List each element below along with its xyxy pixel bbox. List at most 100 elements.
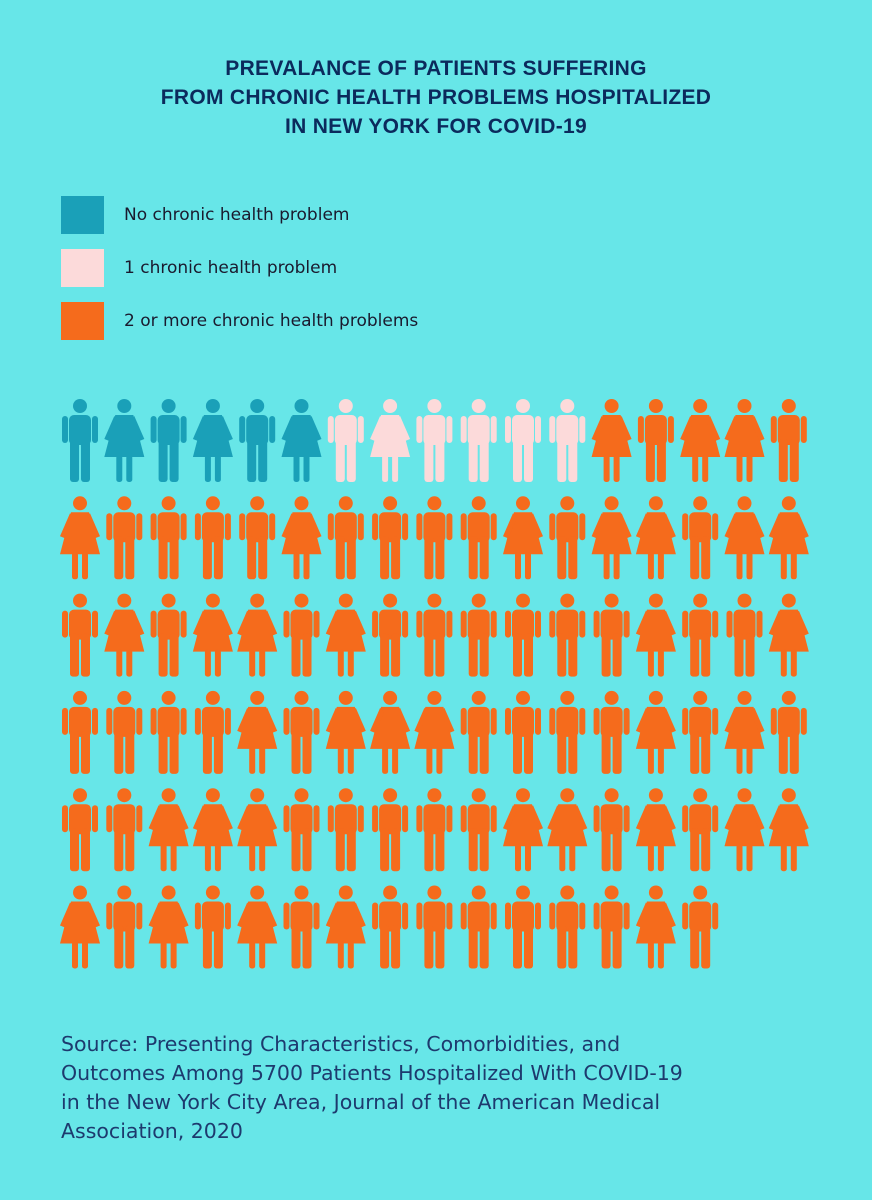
person-female-icon xyxy=(724,690,765,774)
person-male-icon xyxy=(150,399,187,482)
legend-item-none: No chronic health problem xyxy=(61,196,418,234)
person-male-icon xyxy=(726,593,763,677)
person-male-icon xyxy=(505,690,541,774)
person-male-icon xyxy=(239,496,276,580)
person-female-icon xyxy=(768,496,809,580)
person-male-icon xyxy=(194,496,231,580)
source-line-2: Outcomes Among 5700 Patients Hospitalize… xyxy=(61,1061,683,1085)
person-female-icon xyxy=(591,496,632,580)
chart-title: PREVALANCE OF PATIENTS SUFFERING FROM CH… xyxy=(0,54,872,141)
source-note: Source: Presenting Characteristics, Como… xyxy=(61,1030,801,1146)
person-male-icon xyxy=(682,690,719,774)
person-male-icon xyxy=(283,788,320,872)
person-male-icon xyxy=(150,496,187,580)
person-female-icon xyxy=(370,399,411,482)
person-female-icon xyxy=(635,496,676,580)
chart-title-line-1: PREVALANCE OF PATIENTS SUFFERING xyxy=(225,57,647,80)
legend-label-one: 1 chronic health problem xyxy=(124,258,338,278)
person-female-icon xyxy=(414,690,455,774)
person-male-icon xyxy=(106,496,143,580)
person-female-icon xyxy=(192,399,233,482)
person-female-icon xyxy=(724,399,765,482)
legend-swatch-none xyxy=(61,196,104,234)
person-male-icon xyxy=(327,788,364,872)
person-male-icon xyxy=(770,399,807,482)
person-male-icon xyxy=(460,399,497,482)
person-male-icon xyxy=(150,593,187,677)
person-female-icon xyxy=(768,593,809,677)
person-male-icon xyxy=(593,690,630,774)
person-female-icon xyxy=(370,690,411,774)
person-female-icon xyxy=(237,788,278,872)
person-male-icon xyxy=(62,788,98,872)
person-female-icon xyxy=(724,496,765,580)
person-male-icon xyxy=(372,593,409,677)
person-female-icon xyxy=(635,788,676,872)
person-female-icon xyxy=(635,593,676,677)
person-female-icon xyxy=(60,885,100,969)
legend-label-two-plus: 2 or more chronic health problems xyxy=(124,311,419,331)
person-male-icon xyxy=(416,885,453,969)
person-male-icon xyxy=(460,496,497,580)
person-male-icon xyxy=(593,593,630,677)
person-male-icon xyxy=(194,885,231,969)
source-line-4: Association, 2020 xyxy=(61,1119,243,1143)
person-male-icon xyxy=(682,496,719,580)
person-female-icon xyxy=(60,496,100,580)
person-male-icon xyxy=(283,690,320,774)
source-line-1: Source: Presenting Characteristics, Como… xyxy=(61,1032,621,1056)
person-male-icon xyxy=(327,399,364,482)
person-male-icon xyxy=(106,885,143,969)
legend-swatch-two-plus xyxy=(61,302,104,340)
person-female-icon xyxy=(104,399,145,482)
person-female-icon xyxy=(281,496,322,580)
person-female-icon xyxy=(591,399,632,482)
person-male-icon xyxy=(682,788,719,872)
person-male-icon xyxy=(283,593,320,677)
legend-item-two-plus: 2 or more chronic health problems xyxy=(61,302,418,340)
person-female-icon xyxy=(325,690,366,774)
legend: No chronic health problem 1 chronic heal… xyxy=(61,196,418,355)
person-female-icon xyxy=(635,885,676,969)
person-female-icon xyxy=(325,885,366,969)
person-male-icon xyxy=(505,593,541,677)
person-male-icon xyxy=(549,885,586,969)
person-female-icon xyxy=(503,496,543,580)
person-female-icon xyxy=(237,593,278,677)
person-male-icon xyxy=(549,690,586,774)
person-male-icon xyxy=(239,399,276,482)
person-female-icon xyxy=(148,885,189,969)
chart-title-line-2: FROM CHRONIC HEALTH PROBLEMS HOSPITALIZE… xyxy=(160,86,712,109)
person-male-icon xyxy=(549,399,586,482)
person-male-icon xyxy=(62,399,98,482)
person-male-icon xyxy=(62,690,98,774)
person-female-icon xyxy=(237,885,278,969)
person-male-icon xyxy=(770,690,807,774)
person-male-icon xyxy=(505,399,541,482)
legend-label-none: No chronic health problem xyxy=(124,205,350,225)
person-female-icon xyxy=(680,399,721,482)
person-female-icon xyxy=(635,690,676,774)
person-male-icon xyxy=(593,788,630,872)
person-male-icon xyxy=(682,885,719,969)
legend-swatch-one xyxy=(61,249,104,287)
person-male-icon xyxy=(416,496,453,580)
person-male-icon xyxy=(460,885,497,969)
person-female-icon xyxy=(547,788,588,872)
person-male-icon xyxy=(549,496,586,580)
person-male-icon xyxy=(372,885,409,969)
person-male-icon xyxy=(106,690,143,774)
person-male-icon xyxy=(283,885,320,969)
person-male-icon xyxy=(372,496,409,580)
chart-title-line-3: IN NEW YORK FOR COVID-19 xyxy=(284,115,587,138)
person-male-icon xyxy=(150,690,187,774)
person-male-icon xyxy=(593,885,630,969)
person-male-icon xyxy=(106,788,143,872)
person-male-icon xyxy=(549,593,586,677)
person-male-icon xyxy=(505,885,541,969)
person-female-icon xyxy=(192,788,233,872)
person-male-icon xyxy=(416,399,453,482)
source-line-3: in the New York City Area, Journal of th… xyxy=(61,1090,661,1114)
person-female-icon xyxy=(768,788,809,872)
